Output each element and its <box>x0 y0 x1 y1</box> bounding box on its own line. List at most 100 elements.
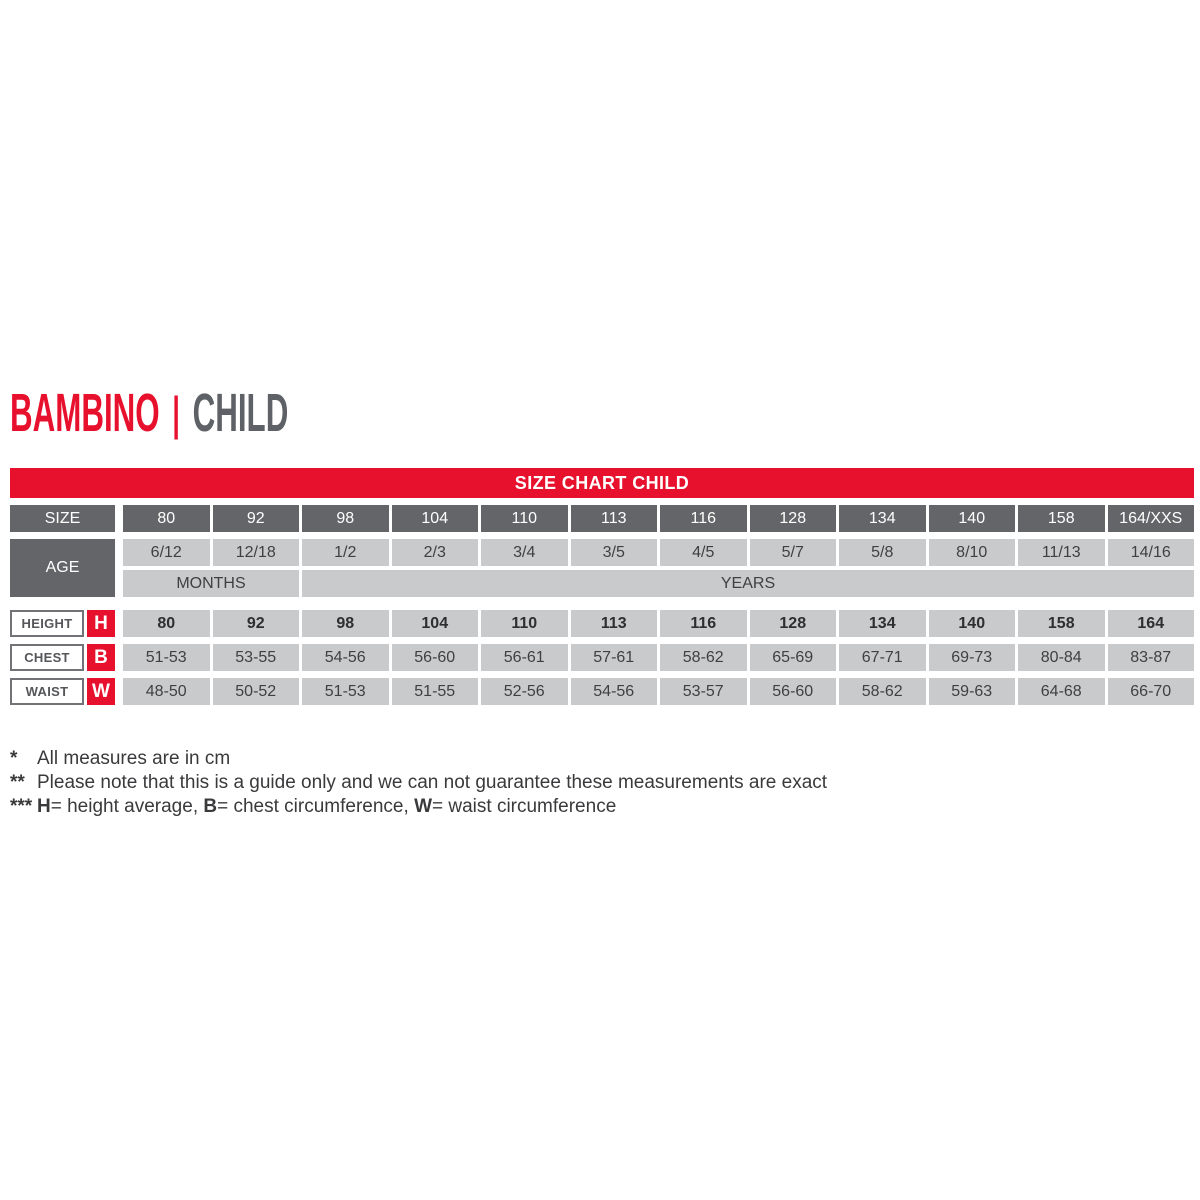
waist-row: WAIST W 48-50 50-52 51-53 51-55 52-56 54… <box>10 678 1194 705</box>
chest-row: CHEST B 51-53 53-55 54-56 56-60 56-61 57… <box>10 644 1194 671</box>
age-cell: 4/5 <box>660 539 747 566</box>
chest-cell: 51-53 <box>123 644 210 671</box>
footnotes: * All measures are in cm ** Please note … <box>10 747 827 819</box>
footnote-guide: ** Please note that this is a guide only… <box>10 771 827 795</box>
size-chart-banner: SIZE CHART CHILD <box>10 468 1194 498</box>
size-cell: 116 <box>660 505 747 532</box>
size-cell: 158 <box>1018 505 1105 532</box>
size-cell: 92 <box>212 505 299 532</box>
footnote-measures: * All measures are in cm <box>10 747 827 771</box>
waist-cell: 59-63 <box>928 678 1015 705</box>
size-cell: 140 <box>928 505 1015 532</box>
waist-cell: 51-55 <box>391 678 478 705</box>
footnote-marker: ** <box>10 772 25 793</box>
height-cell: 104 <box>391 610 478 637</box>
age-cell: 6/12 <box>123 539 210 566</box>
chest-cell: 69-73 <box>928 644 1015 671</box>
chest-cell: 67-71 <box>839 644 926 671</box>
height-cell: 92 <box>212 610 299 637</box>
height-cell: 128 <box>749 610 836 637</box>
height-cell: 116 <box>660 610 747 637</box>
size-cell: 104 <box>391 505 478 532</box>
chest-cell: 57-61 <box>570 644 657 671</box>
size-row-header: SIZE <box>10 505 115 532</box>
chest-cell: 54-56 <box>302 644 389 671</box>
waist-cell: 50-52 <box>212 678 299 705</box>
chest-label: CHEST <box>10 644 84 671</box>
title-category: CHILD <box>192 383 289 443</box>
legend-w-text: = waist circumference <box>432 796 617 817</box>
waist-cell: 58-62 <box>839 678 926 705</box>
height-cell: 164 <box>1107 610 1194 637</box>
height-letter-badge: H <box>87 610 115 637</box>
size-cell: 113 <box>570 505 657 532</box>
size-cell: 80 <box>123 505 210 532</box>
legend-b: B <box>203 796 218 817</box>
age-cell: 1/2 <box>302 539 389 566</box>
waist-cell: 66-70 <box>1107 678 1194 705</box>
height-cell: 134 <box>839 610 926 637</box>
height-row: HEIGHT H 80 92 98 104 110 113 116 128 13… <box>10 610 1194 637</box>
size-row: SIZE 80 92 98 104 110 113 116 128 134 14… <box>10 505 1194 532</box>
age-cell: 8/10 <box>928 539 1015 566</box>
legend-h-text: = height average, <box>50 796 204 817</box>
legend-h: H <box>37 796 51 817</box>
height-label: HEIGHT <box>10 610 84 637</box>
footnote-text: All measures are in cm <box>37 748 231 769</box>
legend-w: W <box>414 796 432 817</box>
age-cell: 5/8 <box>839 539 926 566</box>
age-cell: 12/18 <box>212 539 299 566</box>
footnote-text: H= height average, B= chest circumferenc… <box>37 795 616 819</box>
height-row-header: HEIGHT H <box>10 610 115 637</box>
size-cell: 128 <box>749 505 836 532</box>
waist-cell: 52-56 <box>481 678 568 705</box>
height-cell: 158 <box>1018 610 1105 637</box>
chest-cell: 80-84 <box>1018 644 1105 671</box>
age-unit-years: YEARS <box>302 570 1194 597</box>
size-cell: 98 <box>302 505 389 532</box>
chest-cell: 58-62 <box>660 644 747 671</box>
size-cell: 110 <box>481 505 568 532</box>
waist-row-header: WAIST W <box>10 678 115 705</box>
waist-cell: 53-57 <box>660 678 747 705</box>
footnote-marker: * <box>10 748 18 769</box>
chest-cell: 56-61 <box>481 644 568 671</box>
footnote-marker: *** <box>10 796 33 817</box>
footnote-text: Please note that this is a guide only an… <box>37 772 828 793</box>
waist-label: WAIST <box>10 678 84 705</box>
banner-label: SIZE CHART CHILD <box>514 472 690 493</box>
height-cell: 98 <box>302 610 389 637</box>
legend-b-text: = chest circumference, <box>217 796 415 817</box>
age-cell: 3/5 <box>570 539 657 566</box>
waist-cell: 54-56 <box>570 678 657 705</box>
size-chart-table: SIZE 80 92 98 104 110 113 116 128 134 14… <box>10 505 1194 705</box>
waist-cell: 48-50 <box>123 678 210 705</box>
waist-cell: 56-60 <box>749 678 836 705</box>
chest-row-header: CHEST B <box>10 644 115 671</box>
title-separator: | <box>172 387 180 439</box>
height-cell: 140 <box>928 610 1015 637</box>
height-cell: 110 <box>481 610 568 637</box>
chest-cell: 83-87 <box>1107 644 1194 671</box>
size-cell: 164/XXS <box>1107 505 1194 532</box>
title-brand: BAMBINO <box>10 383 160 443</box>
footnote-legend: *** H= height average, B= chest circumfe… <box>10 795 827 819</box>
chest-cell: 56-60 <box>391 644 478 671</box>
waist-cell: 64-68 <box>1018 678 1105 705</box>
age-cell: 2/3 <box>391 539 478 566</box>
page-title: BAMBINO | CHILD <box>10 386 288 440</box>
age-cell: 14/16 <box>1107 539 1194 566</box>
chest-letter-badge: B <box>87 644 115 671</box>
age-row-header: AGE <box>10 539 115 597</box>
height-cell: 80 <box>123 610 210 637</box>
chest-cell: 65-69 <box>749 644 836 671</box>
height-cell: 113 <box>570 610 657 637</box>
waist-letter-badge: W <box>87 678 115 705</box>
age-unit-months: MONTHS <box>123 570 299 597</box>
age-cell: 11/13 <box>1018 539 1105 566</box>
size-cell: 134 <box>839 505 926 532</box>
age-cell: 3/4 <box>481 539 568 566</box>
age-rows: AGE 6/12 12/18 1/2 2/3 3/4 3/5 4/5 5/7 5… <box>10 539 1194 597</box>
waist-cell: 51-53 <box>302 678 389 705</box>
